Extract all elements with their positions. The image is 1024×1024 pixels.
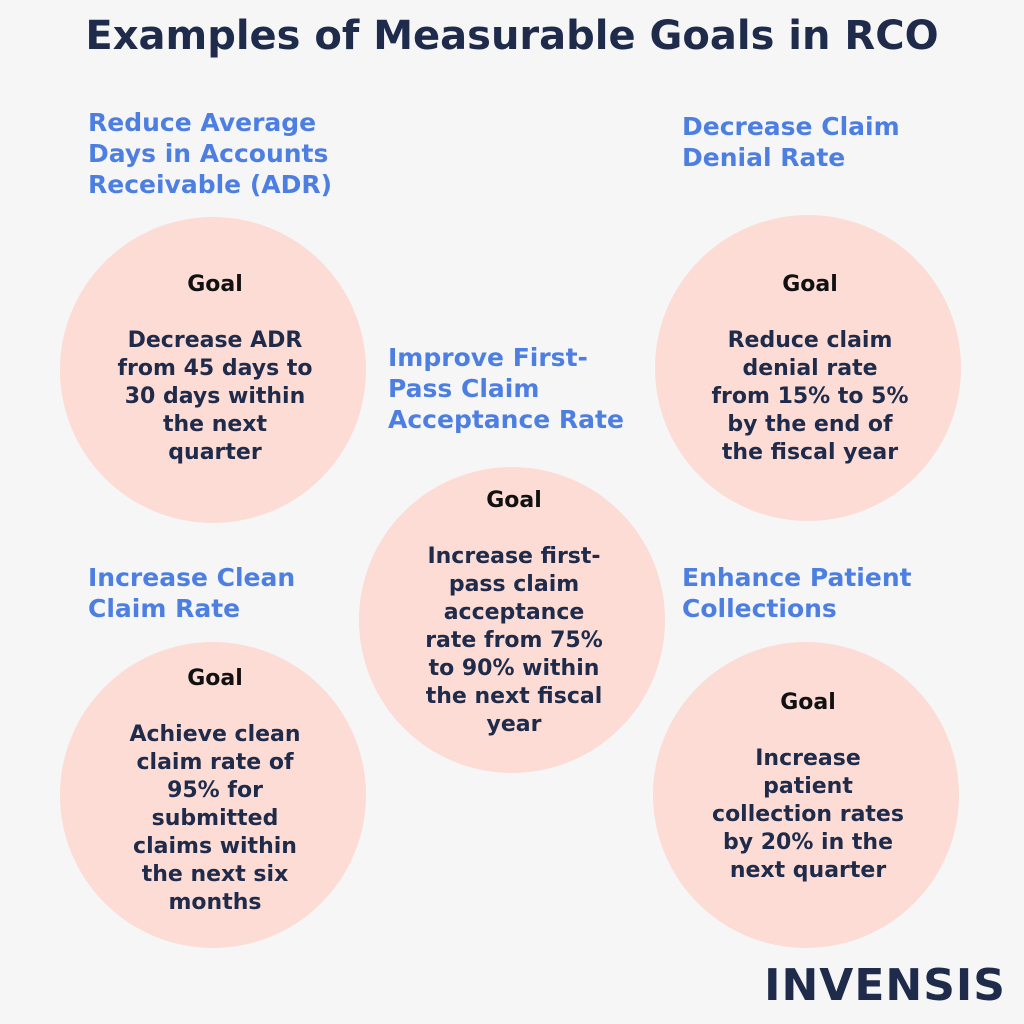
goal-heading: Days in Accounts — [88, 139, 328, 168]
goal-description: patient — [763, 774, 853, 799]
goal-description: months — [169, 890, 262, 915]
goal-heading: Increase Clean — [88, 563, 295, 592]
goal-heading: Reduce Average — [88, 108, 316, 137]
goal-description: from 15% to 5% — [711, 384, 908, 409]
goal-description: by 20% in the — [723, 830, 893, 855]
goal-circle — [655, 215, 961, 521]
goal-description: acceptance — [444, 600, 585, 625]
goal-heading: Pass Claim — [388, 374, 539, 403]
goal-label: Goal — [782, 272, 838, 297]
goal-description: year — [487, 712, 542, 737]
goal-description: denial rate — [742, 356, 877, 381]
goal-description: submitted — [152, 806, 279, 831]
goal-label: Goal — [486, 488, 542, 513]
goal-description: Increase — [755, 746, 861, 771]
goal-circle — [60, 642, 366, 948]
goal-heading: Acceptance Rate — [388, 405, 624, 434]
goal-description: pass claim — [449, 572, 579, 597]
goal-description: quarter — [168, 440, 262, 465]
goal-description: Increase first- — [427, 544, 600, 569]
goal-description: 30 days within — [125, 384, 306, 409]
title: Examples of Measurable Goals in RCO — [85, 13, 938, 59]
goal-description: rate from 75% — [425, 628, 603, 653]
goal-description: from 45 days to — [117, 356, 312, 381]
goal-label: Goal — [187, 666, 243, 691]
goal-description: claim rate of — [136, 750, 293, 775]
goal-description: Decrease ADR — [128, 328, 303, 353]
logo: INVENSIS — [764, 960, 1006, 1011]
goal-heading: Denial Rate — [682, 143, 845, 172]
goal-description: collection rates — [712, 802, 904, 827]
goal-circle — [359, 467, 665, 773]
goal-heading: Claim Rate — [88, 594, 240, 623]
goal-heading: Receivable (ADR) — [88, 170, 332, 199]
goal-description: the next fiscal — [426, 684, 603, 709]
goal-description: by the end of — [727, 412, 893, 437]
goal-heading: Collections — [682, 594, 837, 623]
goal-description: the next six — [142, 862, 289, 887]
goal-description: to 90% within — [429, 656, 600, 681]
goal-description: Reduce claim — [728, 328, 893, 353]
goal-circle — [653, 642, 959, 948]
goal-description: the fiscal year — [722, 440, 898, 465]
goal-description: the next — [163, 412, 268, 437]
goal-heading: Decrease Claim — [682, 112, 900, 141]
goal-circle — [60, 217, 366, 523]
goal-label: Goal — [187, 272, 243, 297]
goal-description: Achieve clean — [129, 722, 300, 747]
goal-description: next quarter — [730, 858, 886, 883]
goal-label: Goal — [780, 690, 836, 715]
goal-heading: Improve First- — [388, 343, 588, 372]
goal-description: 95% for — [167, 778, 263, 803]
goal-description: claims within — [133, 834, 297, 859]
goal-heading: Enhance Patient — [682, 563, 912, 592]
